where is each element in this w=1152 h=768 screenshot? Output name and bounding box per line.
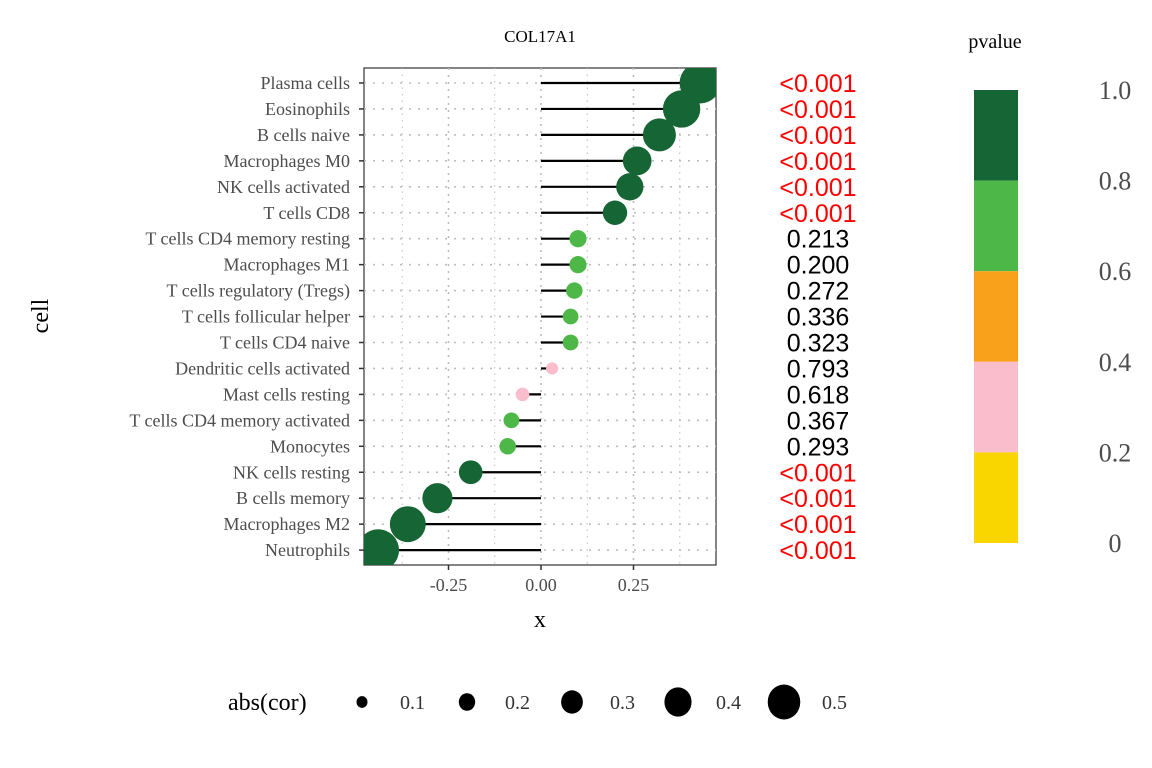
pvalue-label: 0.323 bbox=[787, 330, 850, 358]
y-tick-label: Monocytes bbox=[270, 436, 350, 456]
pvalue-label: <0.001 bbox=[779, 122, 856, 150]
size-legend-label: 0.4 bbox=[716, 692, 741, 714]
y-tick-label: T cells regulatory (Tregs) bbox=[167, 281, 350, 302]
gridlines bbox=[364, 68, 716, 565]
pvalue-legend-band bbox=[974, 361, 1018, 453]
pvalue-label: <0.001 bbox=[779, 537, 856, 565]
size-legend-dot bbox=[356, 696, 368, 708]
chart-title: COL17A1 bbox=[504, 27, 576, 46]
lollipop-point bbox=[422, 483, 453, 514]
lollipop-point bbox=[642, 118, 676, 152]
x-tick-label: 0.25 bbox=[618, 575, 650, 595]
lollipop-point bbox=[458, 460, 483, 485]
y-tick-label: Mast cells resting bbox=[223, 384, 350, 404]
y-tick-label: NK cells resting bbox=[233, 462, 350, 482]
pvalue-labels: <0.001<0.001<0.001<0.001<0.001<0.0010.21… bbox=[779, 70, 856, 565]
y-tick-label: Eosinophils bbox=[265, 99, 350, 119]
y-tick-label: T cells CD4 memory resting bbox=[145, 229, 350, 249]
pvalue-legend-tick-label: 0 bbox=[1109, 529, 1122, 558]
pvalue-legend-tick-label: 1.0 bbox=[1099, 76, 1132, 105]
y-tick-label: T cells CD4 memory activated bbox=[129, 410, 350, 430]
size-legend-dot bbox=[458, 693, 476, 711]
lollipop-point bbox=[389, 506, 426, 543]
y-tick-label: T cells follicular helper bbox=[182, 307, 350, 327]
size-legend-title: abs(cor) bbox=[228, 690, 307, 716]
y-tick-label: NK cells activated bbox=[217, 177, 350, 197]
size-legend-dot bbox=[561, 690, 583, 714]
pvalue-label: <0.001 bbox=[779, 485, 856, 513]
pvalue-legend-title: pvalue bbox=[968, 31, 1021, 53]
y-tick-label: Macrophages M2 bbox=[224, 514, 350, 534]
y-axis-labels: Plasma cells Eosinophils B cells naive Macr… bbox=[129, 73, 364, 560]
pvalue-legend-tick-label: 0.4 bbox=[1099, 348, 1132, 377]
pvalue-legend-band bbox=[974, 452, 1018, 543]
lollipop-point bbox=[546, 362, 559, 375]
pvalue-legend-tick-label: 0.6 bbox=[1099, 257, 1132, 286]
pvalue-label: <0.001 bbox=[779, 70, 856, 98]
pvalue-label: 0.793 bbox=[787, 355, 850, 383]
pvalue-label: <0.001 bbox=[779, 96, 856, 124]
abs-cor-legend: abs(cor) 0.1 0.2 0.3 0.4 0.5 bbox=[228, 684, 847, 720]
lollipop-point bbox=[566, 282, 583, 299]
lollipop-point bbox=[364, 529, 400, 565]
y-tick-label: T cells CD8 bbox=[263, 203, 350, 223]
pvalue-label: 0.272 bbox=[787, 278, 850, 306]
size-legend-dot bbox=[767, 684, 801, 720]
y-tick-label: B cells naive bbox=[257, 125, 350, 145]
pvalue-label: 0.336 bbox=[787, 304, 850, 332]
lollipop-point bbox=[515, 387, 530, 402]
pvalue-legend: pvalue 1.0 0.8 0.6 0.4 0.2 0 bbox=[968, 31, 1131, 558]
pvalue-label: <0.001 bbox=[779, 148, 856, 176]
pvalue-label: <0.001 bbox=[779, 174, 856, 202]
lollipop-point bbox=[562, 308, 579, 325]
y-tick-label: Plasma cells bbox=[261, 73, 350, 93]
pvalue-label: <0.001 bbox=[779, 511, 856, 539]
lollipop-point bbox=[662, 90, 701, 128]
pvalue-label: <0.001 bbox=[779, 459, 856, 487]
y-tick-label: Macrophages M1 bbox=[224, 255, 350, 275]
size-legend-label: 0.3 bbox=[610, 692, 635, 714]
pvalue-label: <0.001 bbox=[779, 200, 856, 228]
size-legend-label: 0.5 bbox=[822, 692, 847, 714]
lollipop-point bbox=[622, 146, 652, 176]
size-legend-dot bbox=[664, 687, 692, 717]
size-legend-label: 0.1 bbox=[400, 692, 425, 714]
x-axis-ticks: -0.25 0.00 0.25 bbox=[430, 565, 650, 595]
y-tick-label: Macrophages M0 bbox=[224, 151, 350, 171]
lollipop-point bbox=[503, 412, 520, 429]
y-axis-title: cell bbox=[28, 298, 54, 333]
lollipop-point bbox=[562, 334, 579, 351]
pvalue-legend-band bbox=[974, 271, 1018, 362]
y-tick-label: B cells memory bbox=[236, 488, 350, 508]
pvalue-legend-tick-label: 0.2 bbox=[1099, 438, 1132, 467]
x-axis-title: x bbox=[534, 607, 546, 633]
y-tick-label: Neutrophils bbox=[265, 540, 350, 560]
pvalue-label: 0.293 bbox=[787, 433, 850, 461]
size-legend-label: 0.2 bbox=[505, 692, 530, 714]
y-tick-label: Dendritic cells activated bbox=[175, 358, 350, 378]
lollipop-point bbox=[569, 230, 587, 248]
lollipop-point bbox=[499, 438, 516, 455]
pvalue-label: 0.367 bbox=[787, 407, 850, 435]
y-tick-label: T cells CD4 naive bbox=[220, 333, 350, 353]
lollipop-point bbox=[569, 256, 587, 274]
pvalue-legend-tick-label: 0.8 bbox=[1099, 167, 1132, 196]
lollipop-points bbox=[364, 68, 716, 565]
pvalue-legend-band bbox=[974, 90, 1018, 181]
pvalue-label: 0.213 bbox=[787, 226, 850, 254]
x-tick-label: -0.25 bbox=[430, 575, 468, 595]
pvalue-label: 0.618 bbox=[787, 381, 850, 409]
pvalue-label: 0.200 bbox=[787, 252, 850, 280]
x-tick-label: 0.00 bbox=[525, 575, 557, 595]
lollipop-point bbox=[602, 200, 628, 225]
pvalue-legend-band bbox=[974, 180, 1018, 272]
lollipop-point bbox=[616, 173, 644, 201]
